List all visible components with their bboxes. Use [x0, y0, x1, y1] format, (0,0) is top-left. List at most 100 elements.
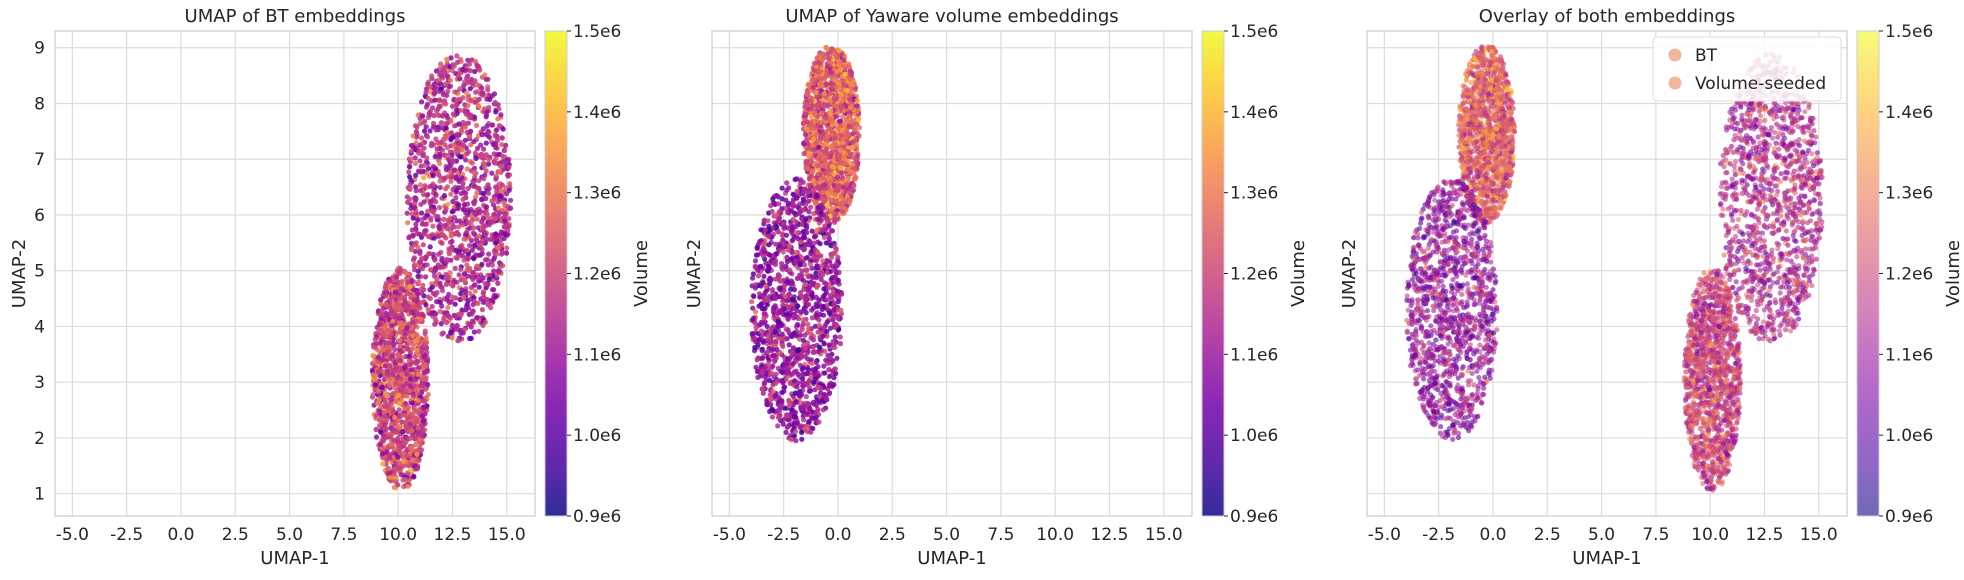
data-point	[472, 78, 478, 84]
data-point	[466, 61, 473, 67]
data-point	[425, 134, 431, 140]
data-point	[417, 440, 424, 446]
chart-title: UMAP of BT embeddings	[185, 6, 406, 27]
data-point	[412, 241, 418, 248]
data-point	[839, 97, 845, 103]
data-point	[439, 113, 445, 119]
data-point	[760, 390, 766, 396]
data-point	[420, 312, 426, 318]
data-point	[451, 63, 457, 69]
data-point	[799, 436, 805, 442]
data-point	[406, 169, 412, 175]
data-point	[456, 72, 462, 78]
data-point	[405, 220, 411, 226]
data-point	[479, 132, 485, 138]
data-point	[834, 83, 840, 89]
data-point	[443, 136, 449, 142]
data-point	[825, 133, 831, 139]
data-point	[456, 121, 462, 127]
data-point	[429, 232, 435, 238]
data-point	[419, 113, 425, 119]
data-point	[848, 81, 854, 87]
data-point	[408, 367, 415, 373]
data-point	[467, 265, 473, 271]
data-point	[422, 331, 428, 337]
data-point	[448, 130, 454, 136]
data-point	[454, 131, 460, 137]
data-point	[455, 206, 461, 212]
data-point	[457, 244, 463, 250]
data-point	[454, 53, 460, 59]
data-point	[814, 55, 820, 61]
data-point	[493, 109, 499, 115]
data-point	[393, 274, 399, 280]
data-point	[481, 152, 487, 158]
data-point	[439, 231, 445, 237]
data-point	[773, 371, 779, 377]
colorbar-gradient	[544, 30, 568, 517]
data-point	[448, 233, 454, 239]
data-point	[383, 351, 389, 357]
data-point	[477, 152, 483, 158]
colorbar: 0.9e61.0e61.1e61.2e61.3e61.4e61.5e6Volum…	[544, 22, 652, 527]
data-point	[470, 276, 476, 283]
data-point	[457, 86, 463, 92]
cluster-2	[369, 265, 431, 491]
data-point	[485, 190, 492, 196]
data-point	[452, 231, 458, 237]
data-point	[476, 104, 482, 110]
data-point	[467, 68, 473, 74]
data-point	[422, 353, 428, 359]
data-point	[808, 158, 815, 164]
data-point	[469, 308, 476, 314]
data-point	[483, 232, 489, 238]
data-point	[495, 116, 501, 122]
data-point	[450, 198, 456, 205]
data-point	[414, 465, 420, 472]
data-point	[822, 393, 828, 400]
data-point	[850, 144, 856, 150]
data-point	[433, 191, 439, 197]
data-point	[414, 132, 420, 138]
data-point	[751, 293, 757, 299]
data-point	[477, 67, 483, 73]
data-point	[495, 280, 501, 286]
data-point	[462, 107, 468, 113]
data-point	[497, 268, 503, 275]
data-point	[816, 419, 822, 425]
data-point	[399, 397, 405, 404]
data-point	[800, 337, 807, 344]
data-point	[437, 308, 443, 315]
data-point	[815, 185, 822, 192]
data-point	[817, 154, 823, 160]
data-point	[395, 417, 401, 424]
data-point	[415, 217, 421, 223]
data-point	[489, 262, 496, 268]
data-point	[398, 376, 404, 382]
data-point	[380, 446, 386, 452]
data-point	[377, 327, 383, 333]
data-point	[420, 346, 426, 352]
data-point	[413, 358, 420, 364]
data-point	[480, 290, 486, 296]
data-point	[382, 413, 388, 419]
data-point	[500, 263, 506, 269]
data-point	[855, 153, 861, 159]
data-point	[807, 82, 813, 88]
data-point	[415, 365, 422, 371]
data-point	[447, 270, 453, 276]
data-point	[493, 294, 499, 300]
data-point	[790, 201, 797, 208]
data-point	[461, 207, 467, 213]
data-point	[811, 60, 818, 66]
data-point	[854, 130, 860, 136]
data-point	[406, 428, 412, 434]
data-point	[507, 181, 513, 187]
data-point	[491, 287, 497, 293]
data-point	[483, 195, 489, 202]
data-point	[423, 302, 429, 308]
data-point	[413, 140, 419, 146]
data-point	[378, 308, 384, 314]
data-point	[478, 208, 484, 214]
y-tick-label: 4	[34, 317, 45, 337]
